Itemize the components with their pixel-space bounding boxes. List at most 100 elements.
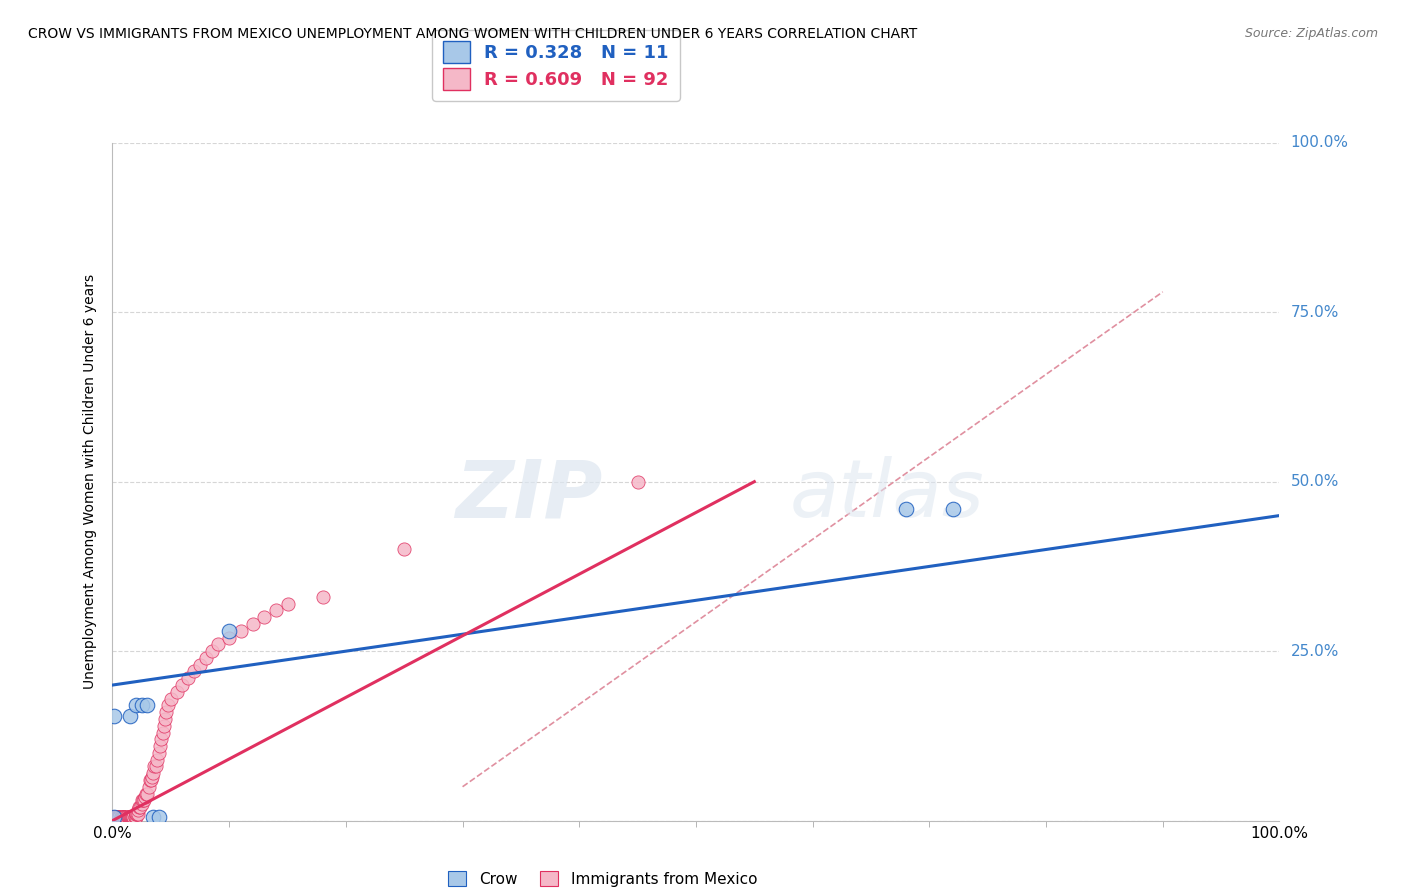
- Point: [118, 810, 141, 824]
- Point: [127, 806, 149, 821]
- Point: [128, 800, 150, 814]
- Point: [104, 810, 127, 824]
- Point: [125, 806, 148, 821]
- Point: [311, 590, 333, 604]
- Point: [121, 810, 143, 824]
- Legend: Crow, Immigrants from Mexico: Crow, Immigrants from Mexico: [440, 863, 765, 892]
- Text: CROW VS IMMIGRANTS FROM MEXICO UNEMPLOYMENT AMONG WOMEN WITH CHILDREN UNDER 6 YE: CROW VS IMMIGRANTS FROM MEXICO UNEMPLOYM…: [28, 27, 917, 41]
- Point: [142, 810, 165, 824]
- Point: [264, 603, 287, 617]
- Point: [124, 810, 146, 824]
- Point: [627, 475, 650, 489]
- Point: [120, 810, 142, 824]
- Point: [112, 810, 135, 824]
- Point: [131, 698, 153, 713]
- Point: [141, 770, 163, 784]
- Point: [117, 810, 139, 824]
- Point: [125, 806, 148, 821]
- Point: [104, 810, 127, 824]
- Point: [145, 759, 167, 773]
- Text: atlas: atlas: [789, 456, 984, 534]
- Text: 100.0%: 100.0%: [1291, 136, 1348, 150]
- Point: [194, 651, 217, 665]
- Point: [122, 810, 145, 824]
- Point: [112, 810, 135, 824]
- Point: [136, 787, 159, 801]
- Point: [129, 800, 152, 814]
- Point: [148, 810, 170, 824]
- Point: [152, 725, 174, 739]
- Point: [218, 624, 240, 638]
- Point: [143, 759, 166, 773]
- Point: [117, 810, 139, 824]
- Point: [125, 810, 148, 824]
- Point: [111, 810, 134, 824]
- Point: [131, 793, 153, 807]
- Point: [157, 698, 180, 713]
- Point: [118, 810, 141, 824]
- Point: [153, 712, 176, 726]
- Point: [201, 644, 224, 658]
- Point: [108, 810, 131, 824]
- Point: [132, 793, 155, 807]
- Point: [108, 810, 131, 824]
- Point: [942, 501, 965, 516]
- Point: [103, 810, 125, 824]
- Point: [150, 732, 173, 747]
- Text: ZIP: ZIP: [456, 456, 603, 534]
- Point: [149, 739, 172, 753]
- Point: [218, 631, 240, 645]
- Text: Source: ZipAtlas.com: Source: ZipAtlas.com: [1244, 27, 1378, 40]
- Point: [229, 624, 252, 638]
- Point: [188, 657, 211, 672]
- Point: [242, 617, 264, 632]
- Point: [104, 810, 127, 824]
- Point: [139, 772, 162, 787]
- Point: [146, 753, 169, 767]
- Point: [125, 806, 148, 821]
- Point: [103, 810, 125, 824]
- Point: [104, 810, 127, 824]
- Point: [101, 810, 124, 824]
- Point: [134, 789, 156, 804]
- Point: [135, 787, 157, 801]
- Point: [107, 810, 129, 824]
- Point: [120, 810, 142, 824]
- Point: [122, 810, 145, 824]
- Text: 75.0%: 75.0%: [1291, 305, 1339, 319]
- Point: [118, 810, 141, 824]
- Point: [104, 810, 127, 824]
- Point: [136, 698, 159, 713]
- Point: [103, 810, 125, 824]
- Y-axis label: Unemployment Among Women with Children Under 6 years: Unemployment Among Women with Children U…: [83, 274, 97, 690]
- Point: [132, 793, 155, 807]
- Text: 25.0%: 25.0%: [1291, 644, 1339, 658]
- Point: [183, 665, 205, 679]
- Point: [139, 772, 162, 787]
- Point: [118, 810, 141, 824]
- Point: [142, 766, 165, 780]
- Point: [111, 810, 134, 824]
- Point: [115, 810, 138, 824]
- Point: [112, 810, 135, 824]
- Point: [105, 810, 128, 824]
- Point: [118, 708, 141, 723]
- Point: [153, 719, 176, 733]
- Point: [160, 691, 183, 706]
- Point: [131, 797, 153, 811]
- Point: [112, 810, 135, 824]
- Point: [105, 810, 128, 824]
- Point: [124, 810, 146, 824]
- Point: [392, 542, 416, 557]
- Text: 50.0%: 50.0%: [1291, 475, 1339, 489]
- Point: [138, 780, 160, 794]
- Point: [172, 678, 194, 692]
- Point: [121, 810, 143, 824]
- Point: [111, 810, 134, 824]
- Point: [115, 810, 138, 824]
- Point: [110, 810, 132, 824]
- Point: [155, 705, 177, 719]
- Point: [166, 685, 188, 699]
- Point: [101, 810, 124, 824]
- Point: [177, 671, 200, 685]
